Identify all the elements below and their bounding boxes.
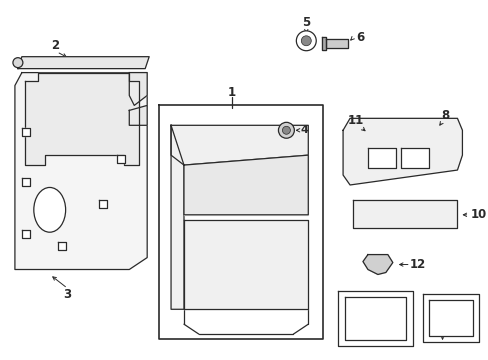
Polygon shape [159,105,323,339]
Polygon shape [171,125,307,165]
Text: 1: 1 [227,86,235,99]
Text: 4: 4 [300,125,307,135]
Ellipse shape [34,188,65,232]
Text: 6: 6 [355,31,364,44]
Polygon shape [22,230,30,238]
Polygon shape [325,39,347,48]
Polygon shape [367,148,395,168]
Polygon shape [343,118,462,185]
Polygon shape [22,128,30,136]
Polygon shape [352,200,456,228]
Text: 10: 10 [469,208,486,221]
Text: 5: 5 [302,16,310,30]
Polygon shape [22,178,30,186]
Text: 11: 11 [347,114,364,127]
Polygon shape [18,57,149,69]
Polygon shape [25,73,139,165]
Polygon shape [129,105,147,125]
Polygon shape [58,242,65,249]
Polygon shape [400,148,428,168]
Circle shape [296,31,316,51]
Polygon shape [362,255,392,274]
Polygon shape [422,294,478,342]
Polygon shape [129,73,147,105]
Polygon shape [322,37,325,50]
Text: 3: 3 [63,288,72,301]
Polygon shape [428,300,472,336]
Text: 7: 7 [353,308,361,321]
Circle shape [282,126,290,134]
Text: 12: 12 [409,258,425,271]
Polygon shape [183,220,307,309]
Polygon shape [15,73,147,270]
Polygon shape [117,155,125,163]
Text: 8: 8 [441,109,449,122]
Polygon shape [171,125,183,309]
Polygon shape [99,200,107,208]
Circle shape [13,58,23,68]
Circle shape [301,36,311,46]
Polygon shape [345,297,405,340]
Text: 9: 9 [438,309,446,322]
Polygon shape [337,291,412,346]
Circle shape [278,122,294,138]
Text: 2: 2 [51,39,59,52]
Polygon shape [183,155,307,215]
